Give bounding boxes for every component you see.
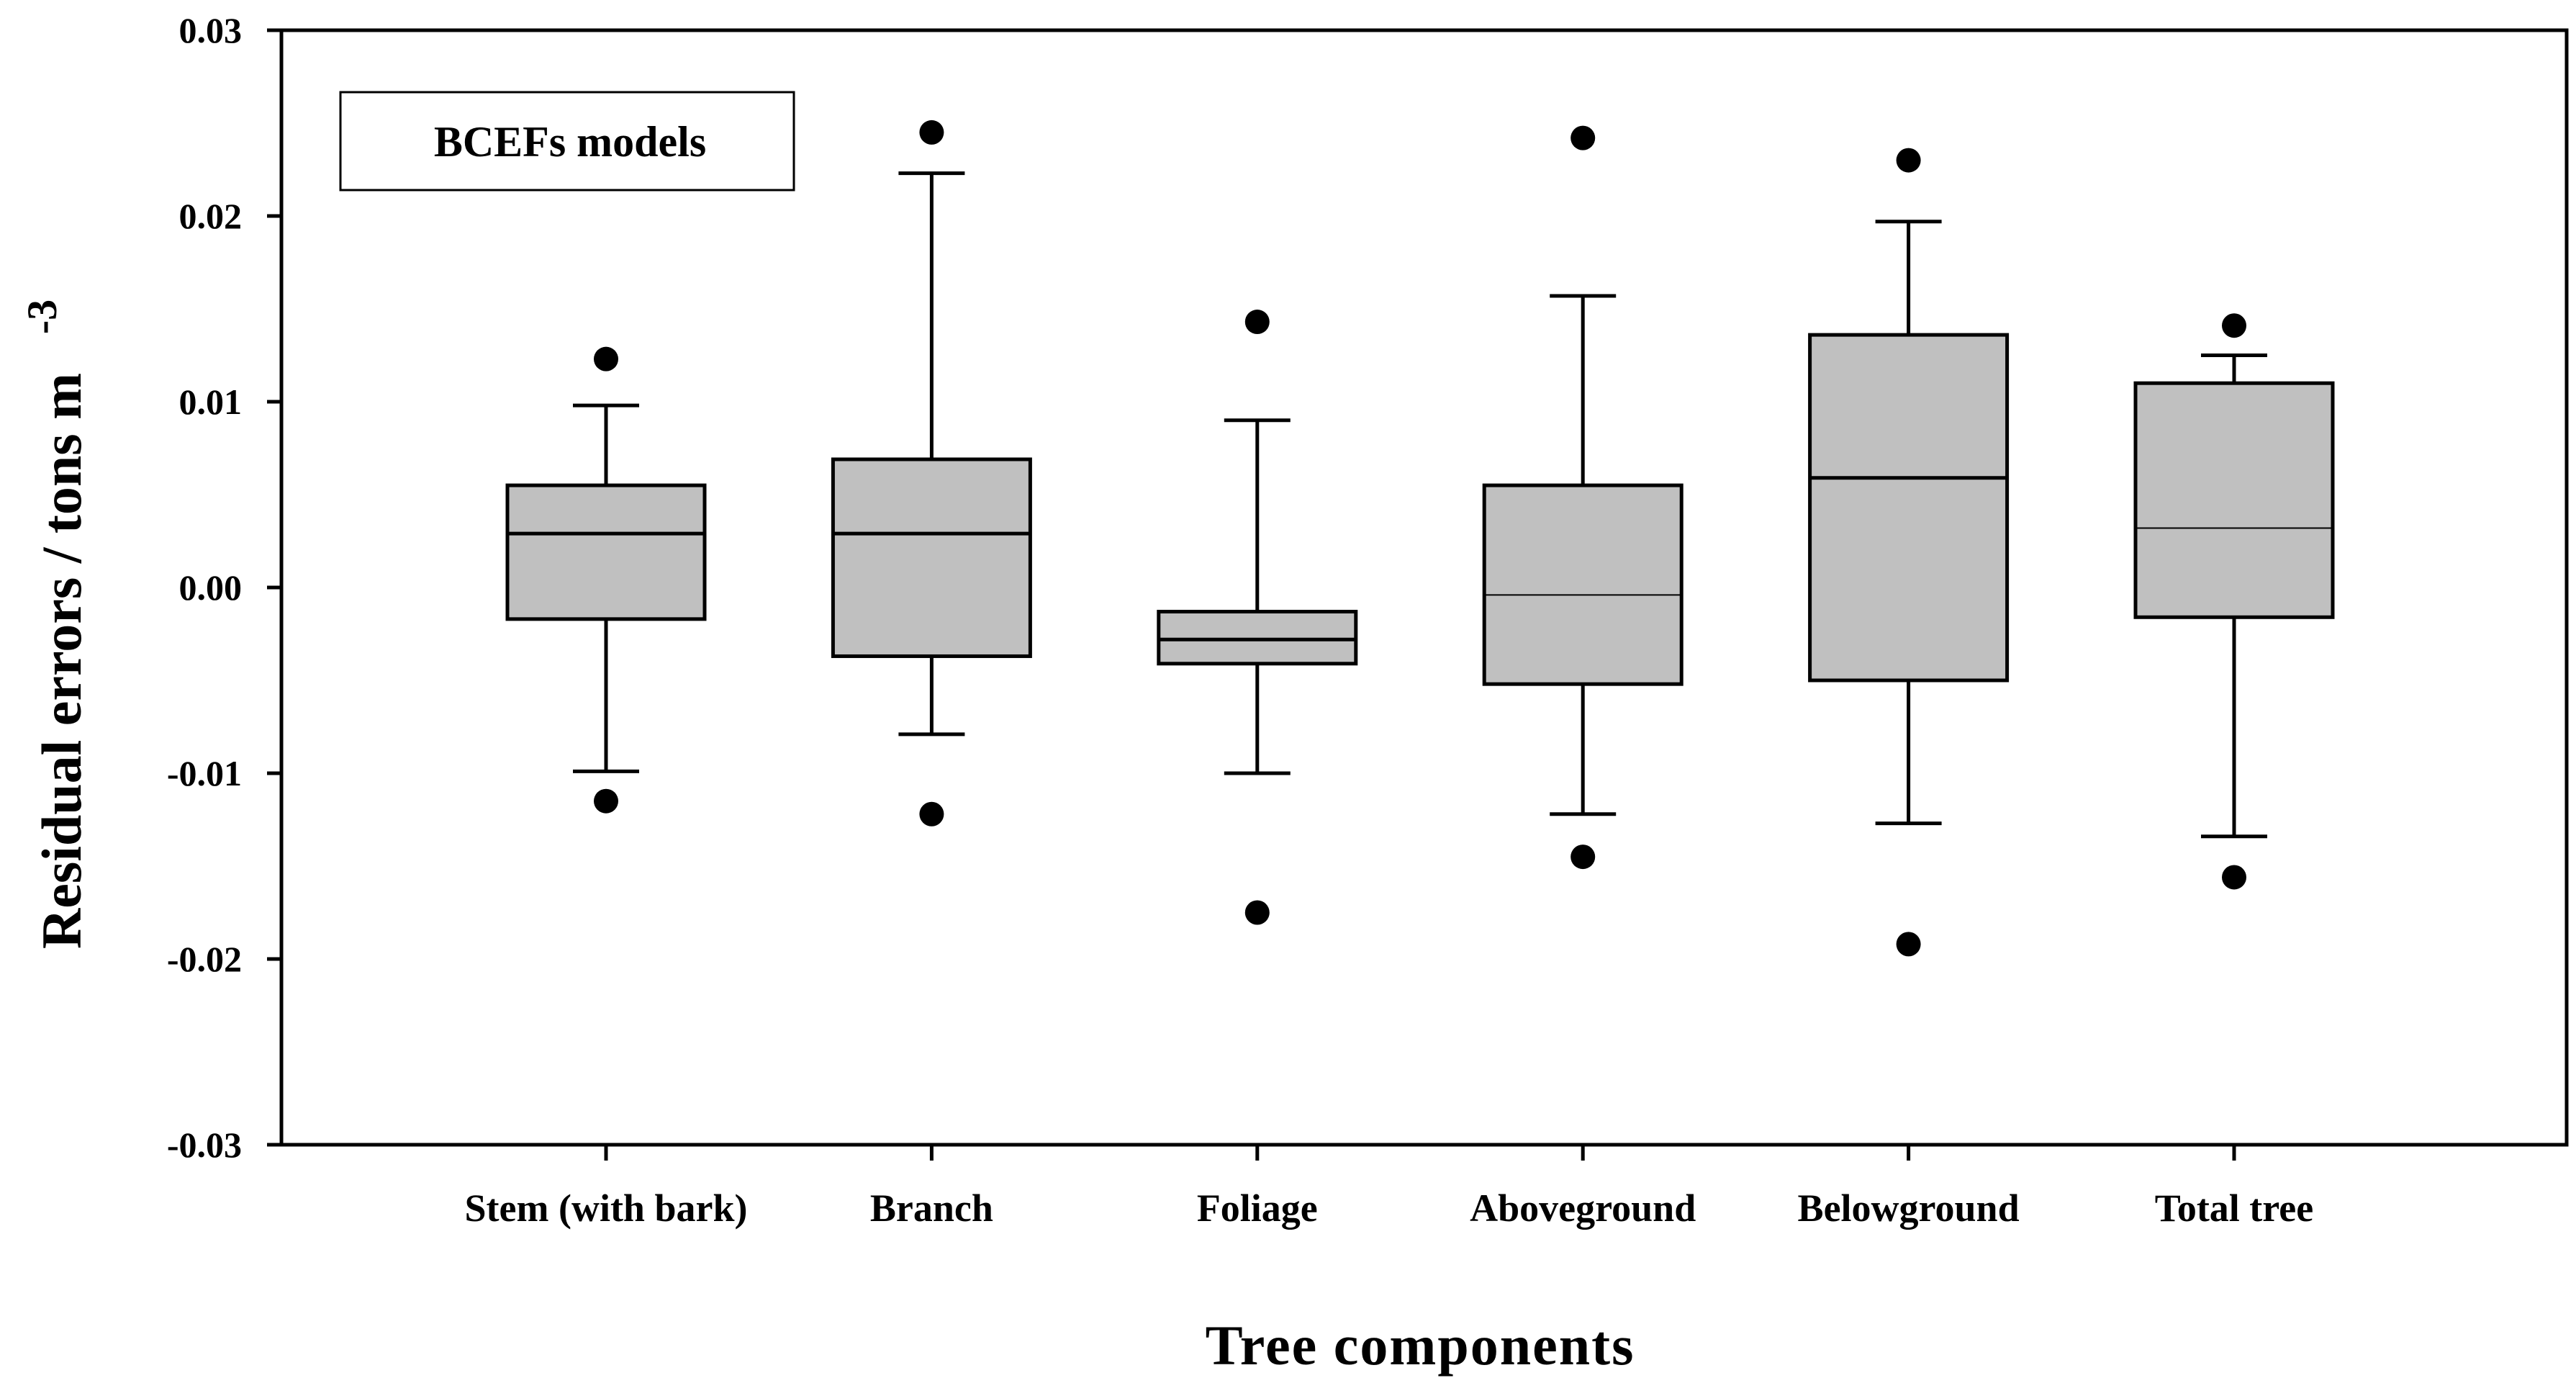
outlier-point bbox=[594, 346, 618, 371]
iqr-box bbox=[1157, 610, 1358, 666]
y-tick-label: 0.02 bbox=[179, 196, 243, 236]
box-6 bbox=[2133, 313, 2335, 890]
y-tick-label: -0.02 bbox=[167, 939, 242, 979]
box-3 bbox=[1157, 310, 1358, 925]
x-tick-label: Stem (with bark) bbox=[465, 1186, 748, 1230]
outlier-point bbox=[919, 120, 944, 145]
outlier-point bbox=[1244, 310, 1270, 335]
outlier-point bbox=[1244, 900, 1270, 925]
outlier-point bbox=[2222, 865, 2246, 890]
outlier-point bbox=[2222, 313, 2246, 338]
box-4 bbox=[1482, 125, 1684, 870]
x-tick-label: Foliage bbox=[1197, 1186, 1318, 1230]
y-tick-label: -0.03 bbox=[167, 1125, 242, 1165]
iqr-box bbox=[2133, 381, 2335, 619]
iqr-box bbox=[1482, 483, 1684, 686]
box-1 bbox=[505, 346, 707, 814]
model-label-text: BCEFs models bbox=[434, 118, 706, 166]
y-axis-title-superscript: -3 bbox=[19, 300, 65, 334]
y-tick-label: 0.00 bbox=[179, 567, 243, 608]
y-axis: -0.03 -0.02 -0.01 0.00 0.01 0.02 0.03 bbox=[167, 10, 281, 1165]
x-tick-label: Belowground bbox=[1798, 1186, 2020, 1230]
y-tick-label: 0.01 bbox=[179, 382, 243, 422]
outlier-point bbox=[1896, 148, 1921, 173]
iqr-box bbox=[1808, 333, 2010, 683]
outlier-point bbox=[594, 788, 618, 814]
y-tick-label: 0.03 bbox=[179, 10, 243, 50]
outlier-point bbox=[1896, 932, 1921, 957]
model-label-box bbox=[339, 91, 795, 192]
box-5 bbox=[1808, 148, 2010, 957]
y-axis-title: Residual errors / tons m bbox=[30, 373, 93, 949]
iqr-box bbox=[831, 457, 1032, 658]
x-tick-label: Total tree bbox=[2155, 1186, 2313, 1230]
x-tick-label: Branch bbox=[870, 1186, 993, 1230]
outlier-point bbox=[1571, 125, 1596, 150]
x-tick-label: Aboveground bbox=[1470, 1186, 1696, 1230]
outlier-point bbox=[919, 801, 944, 827]
y-tick-label: -0.01 bbox=[167, 753, 242, 793]
x-axis-title: Tree components bbox=[1206, 1314, 1635, 1377]
iqr-box bbox=[505, 483, 707, 621]
outlier-point bbox=[1571, 845, 1596, 870]
box-2 bbox=[831, 120, 1032, 827]
boxes-layer bbox=[505, 120, 2335, 957]
x-axis: Stem (with bark) Branch Foliage Aboveground… bbox=[465, 1145, 2313, 1230]
